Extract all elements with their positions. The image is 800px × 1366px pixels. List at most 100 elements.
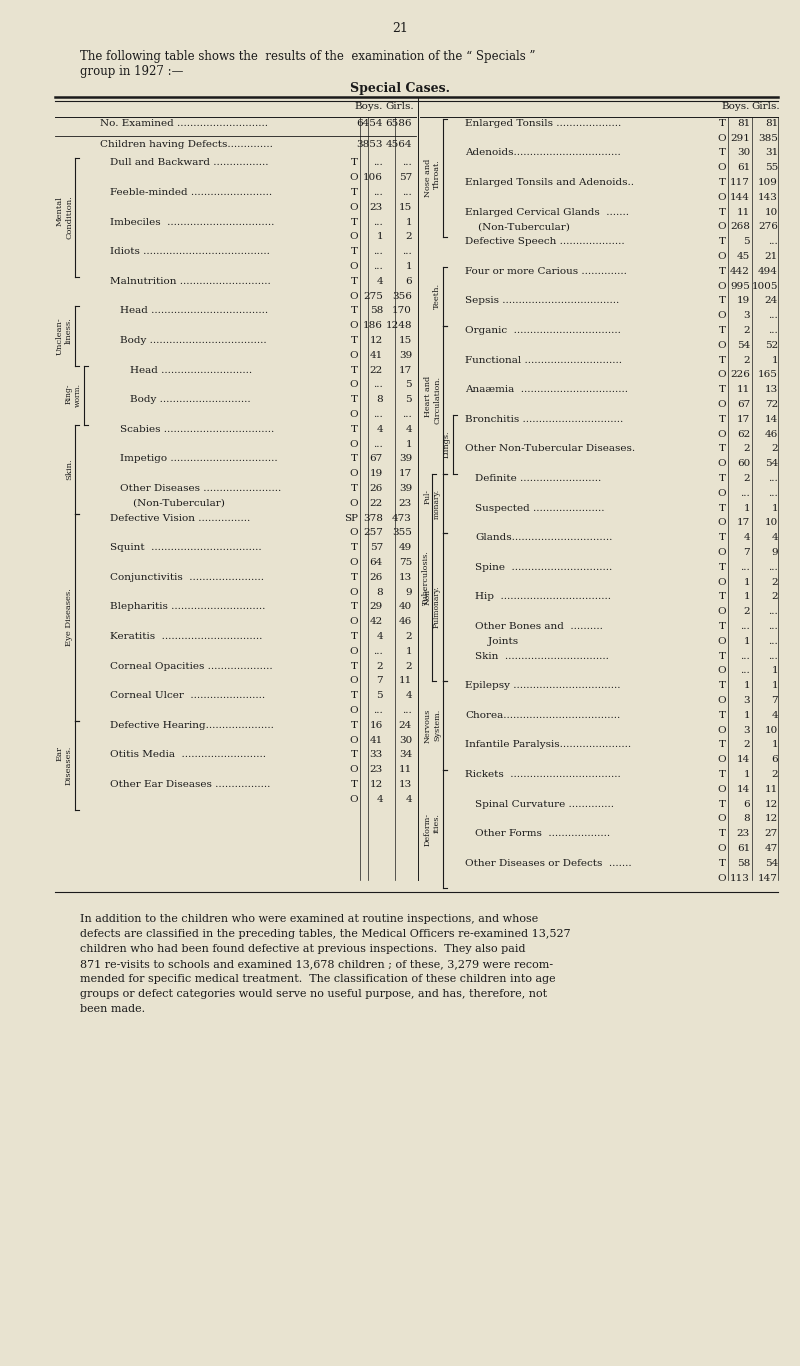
Text: O: O <box>350 587 358 597</box>
Text: 12: 12 <box>370 336 383 346</box>
Text: Girls.: Girls. <box>751 102 780 111</box>
Text: 2: 2 <box>743 355 750 365</box>
Text: Functional ..............................: Functional .............................… <box>465 355 622 365</box>
Text: 26: 26 <box>370 572 383 582</box>
Text: O: O <box>350 351 358 359</box>
Text: 30: 30 <box>737 149 750 157</box>
Text: ...: ... <box>374 158 383 168</box>
Text: Pul-
monary.: Pul- monary. <box>424 489 441 519</box>
Text: In addition to the children who were examined at routine inspections, and whose: In addition to the children who were exa… <box>80 914 538 925</box>
Text: 54: 54 <box>737 340 750 350</box>
Text: O: O <box>350 291 358 301</box>
Text: 117: 117 <box>730 178 750 187</box>
Text: Malnutrition ............................: Malnutrition ...........................… <box>110 277 270 285</box>
Text: 6: 6 <box>743 799 750 809</box>
Text: ...: ... <box>768 326 778 335</box>
Text: 1: 1 <box>406 440 412 448</box>
Text: O: O <box>718 814 726 824</box>
Text: O: O <box>718 281 726 291</box>
Text: Other Forms  ...................: Other Forms ................... <box>475 829 610 839</box>
Text: 1: 1 <box>376 232 383 242</box>
Text: 45: 45 <box>737 251 750 261</box>
Text: 2: 2 <box>743 326 750 335</box>
Text: T: T <box>719 652 726 661</box>
Text: Infantile Paralysis......................: Infantile Paralysis.....................… <box>465 740 631 750</box>
Text: 355: 355 <box>392 529 412 537</box>
Text: T: T <box>351 602 358 612</box>
Text: The following table shows the  results of the  examination of the “ Specials ”: The following table shows the results of… <box>80 51 535 63</box>
Text: Bronchitis ...............................: Bronchitis .............................… <box>465 415 623 423</box>
Text: T: T <box>719 326 726 335</box>
Text: 8: 8 <box>376 395 383 404</box>
Text: T: T <box>719 682 726 690</box>
Text: Other Diseases or Defects  .......: Other Diseases or Defects ....... <box>465 859 632 867</box>
Text: children who had been found defective at previous inspections.  They also paid: children who had been found defective at… <box>80 944 526 955</box>
Text: 16: 16 <box>370 721 383 729</box>
Text: 4: 4 <box>376 632 383 641</box>
Text: Deform-
ities.: Deform- ities. <box>424 813 441 846</box>
Text: O: O <box>718 725 726 735</box>
Text: 21: 21 <box>765 251 778 261</box>
Text: 1: 1 <box>771 504 778 512</box>
Text: O: O <box>350 321 358 331</box>
Text: 1: 1 <box>743 578 750 586</box>
Text: defects are classified in the preceding tables, the Medical Officers re-examined: defects are classified in the preceding … <box>80 929 570 940</box>
Text: 15: 15 <box>398 202 412 212</box>
Text: Other Ear Diseases .................: Other Ear Diseases ................. <box>110 780 270 790</box>
Text: 226: 226 <box>730 370 750 380</box>
Text: T: T <box>351 306 358 316</box>
Text: T: T <box>719 415 726 423</box>
Text: 7: 7 <box>771 697 778 705</box>
Text: 11: 11 <box>765 785 778 794</box>
Text: ...: ... <box>374 410 383 419</box>
Text: 1: 1 <box>771 667 778 675</box>
Text: T: T <box>351 158 358 168</box>
Text: O: O <box>718 578 726 586</box>
Text: 1: 1 <box>743 770 750 779</box>
Text: O: O <box>718 429 726 438</box>
Text: 4: 4 <box>376 277 383 285</box>
Text: ...: ... <box>768 563 778 572</box>
Text: ...: ... <box>374 646 383 656</box>
Text: 871 re-visits to schools and examined 13,678 children ; of these, 3,279 were rec: 871 re-visits to schools and examined 13… <box>80 959 553 970</box>
Text: 27: 27 <box>765 829 778 839</box>
Text: Heart and
Circulation.: Heart and Circulation. <box>424 376 441 423</box>
Text: O: O <box>718 755 726 764</box>
Text: ...: ... <box>768 311 778 320</box>
Text: 2: 2 <box>406 232 412 242</box>
Text: ...: ... <box>740 489 750 497</box>
Text: O: O <box>350 617 358 626</box>
Text: 57: 57 <box>398 173 412 182</box>
Text: O: O <box>718 489 726 497</box>
Text: Spinal Curvature ..............: Spinal Curvature .............. <box>475 799 614 809</box>
Text: T: T <box>719 208 726 217</box>
Text: O: O <box>350 202 358 212</box>
Text: Boys.: Boys. <box>354 102 383 111</box>
Text: Enlarged Tonsils ....................: Enlarged Tonsils .................... <box>465 119 622 128</box>
Text: ...: ... <box>768 474 778 484</box>
Text: Adenoids.................................: Adenoids................................… <box>465 149 621 157</box>
Text: 4: 4 <box>406 795 412 803</box>
Text: 21: 21 <box>392 22 408 36</box>
Text: T: T <box>719 710 726 720</box>
Text: ...: ... <box>740 652 750 661</box>
Text: O: O <box>350 557 358 567</box>
Text: 4: 4 <box>376 425 383 434</box>
Text: O: O <box>350 706 358 714</box>
Text: Hip  ..................................: Hip .................................. <box>475 593 611 601</box>
Text: T: T <box>351 484 358 493</box>
Text: 61: 61 <box>737 844 750 852</box>
Text: Special Cases.: Special Cases. <box>350 82 450 96</box>
Text: O: O <box>350 380 358 389</box>
Text: ...: ... <box>740 563 750 572</box>
Text: 3: 3 <box>743 697 750 705</box>
Text: 147: 147 <box>758 874 778 882</box>
Text: 19: 19 <box>370 469 383 478</box>
Text: T: T <box>351 395 358 404</box>
Text: ...: ... <box>374 440 383 448</box>
Text: 23: 23 <box>398 499 412 508</box>
Text: Lungs.: Lungs. <box>443 430 451 458</box>
Text: 13: 13 <box>765 385 778 395</box>
Text: 41: 41 <box>370 736 383 744</box>
Text: Keratitis  ...............................: Keratitis ..............................… <box>110 632 262 641</box>
